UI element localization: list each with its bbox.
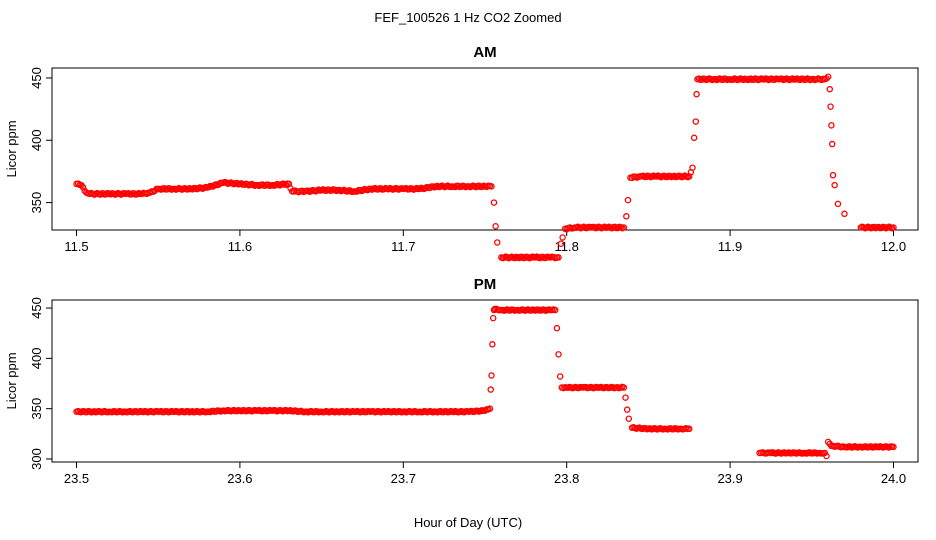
am-x-axis: 11.5 11.6 11.7 11.8 11.9 12.0 — [64, 230, 906, 254]
pm-y-tick-label: 300 — [29, 448, 44, 470]
am-data-point — [827, 103, 834, 110]
am-data-point — [244, 180, 251, 188]
am-data-point — [490, 199, 498, 206]
pm-y-axis-label: Licor ppm — [4, 352, 19, 409]
am-data-point — [488, 183, 495, 190]
am-data-point — [841, 210, 848, 218]
am-x-tick-label: 11.7 — [391, 239, 415, 254]
am-plot-frame — [51, 67, 919, 231]
am-data-point — [829, 171, 837, 179]
am-data-point — [189, 186, 196, 193]
am-data-point — [692, 118, 700, 125]
pm-x-tick-label: 23.6 — [227, 471, 252, 486]
am-data-point — [828, 140, 836, 148]
am-data-point — [557, 240, 565, 247]
pm-y-axis: 300 350 400 450 — [29, 297, 52, 470]
pm-data-point — [488, 372, 495, 379]
pm-data-point — [823, 452, 830, 460]
am-data-point — [834, 200, 842, 208]
pm-data-point — [552, 306, 559, 314]
pm-data-point — [890, 443, 897, 451]
pm-panel-title: PM — [474, 276, 497, 293]
am-data-point — [559, 234, 566, 241]
pm-y-tick-label: 350 — [29, 398, 44, 420]
pm-data-point — [685, 425, 693, 433]
am-panel: AM Licor ppm 11.5 11.6 11.7 11.8 11.9 12.0 35… — [4, 44, 919, 262]
pm-x-tick-label: 24.0 — [881, 471, 906, 486]
am-data-point — [74, 180, 82, 187]
x-axis-label: Hour of Day (UTC) — [414, 515, 522, 530]
am-data-point — [79, 184, 87, 191]
am-data-point — [693, 90, 700, 98]
pm-data-point — [486, 405, 494, 412]
am-data-point — [826, 85, 834, 93]
pm-data-point — [625, 415, 633, 422]
pm-data-point — [487, 386, 494, 393]
am-y-tick-label: 350 — [29, 192, 44, 214]
figure-title: FEF_100526 1 Hz CO2 Zoomed — [374, 10, 561, 25]
pm-data-point — [555, 351, 562, 358]
am-y-tick-label: 400 — [29, 129, 44, 151]
am-data-point — [689, 164, 696, 171]
pm-data-point — [622, 394, 629, 401]
am-x-tick-label: 11.8 — [555, 239, 579, 254]
pm-x-tick-label: 23.8 — [554, 471, 579, 486]
am-data-point — [494, 239, 501, 246]
pm-data-point — [623, 406, 631, 413]
am-y-tick-label: 450 — [29, 67, 44, 89]
pm-panel: PM Licor ppm 23.5 23.6 23.7 23.8 23.9 24.0 30… — [4, 276, 919, 486]
am-data-point — [620, 224, 628, 231]
pm-x-tick-label: 23.9 — [717, 471, 742, 486]
pm-x-tick-label: 23.7 — [391, 471, 416, 486]
am-y-axis-label: Licor ppm — [4, 120, 19, 177]
am-data-point — [623, 213, 630, 220]
am-data-point — [555, 254, 562, 261]
am-x-tick-label: 11.9 — [718, 239, 742, 254]
am-data-point — [831, 181, 838, 189]
am-data-point — [233, 179, 241, 187]
am-data-point — [364, 186, 371, 194]
pm-y-tick-label: 450 — [29, 297, 44, 319]
pm-data-point — [553, 324, 561, 332]
am-y-axis: 350 400 450 — [29, 67, 52, 213]
am-data-points — [73, 73, 897, 262]
am-data-point — [624, 196, 632, 204]
am-x-tick-label: 11.6 — [228, 239, 252, 254]
am-data-point — [828, 122, 835, 129]
pm-data-points — [73, 305, 897, 460]
am-data-point — [890, 224, 897, 231]
pm-x-tick-label: 23.5 — [64, 471, 89, 486]
pm-x-axis: 23.5 23.6 23.7 23.8 23.9 24.0 — [64, 462, 906, 486]
am-data-point — [823, 75, 830, 82]
pm-y-tick-label: 400 — [29, 348, 44, 370]
am-panel-title: AM — [473, 44, 496, 61]
am-x-tick-label: 11.5 — [64, 239, 88, 254]
pm-data-point — [620, 384, 628, 391]
am-data-point — [690, 134, 698, 142]
am-data-point — [824, 73, 832, 80]
pm-plot-frame — [51, 299, 919, 463]
am-data-point — [492, 223, 499, 230]
am-data-point — [282, 181, 290, 189]
pm-data-point — [489, 341, 496, 348]
pm-data-point — [489, 314, 497, 322]
pm-data-point — [556, 373, 564, 380]
am-x-tick-label: 12.0 — [881, 239, 906, 254]
